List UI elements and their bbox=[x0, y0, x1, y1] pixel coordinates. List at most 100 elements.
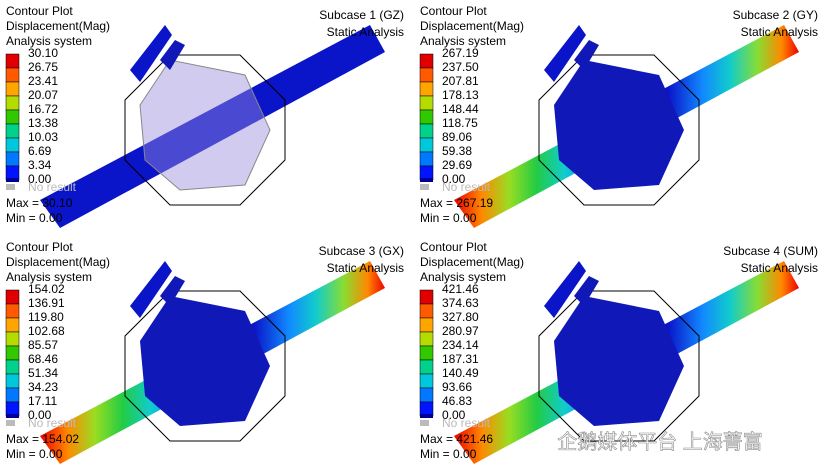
legend-swatch bbox=[5, 345, 20, 361]
legend-swatch bbox=[5, 373, 20, 389]
legend-swatch bbox=[419, 109, 434, 125]
legend-value: 280.97 bbox=[442, 324, 479, 338]
legend-swatch bbox=[419, 67, 434, 83]
legend-swatch bbox=[419, 359, 434, 375]
max-label: Max = 154.02 bbox=[6, 432, 79, 446]
legend-swatch bbox=[5, 123, 20, 139]
legend-swatch bbox=[419, 373, 434, 389]
solar-panel bbox=[40, 25, 385, 228]
legend-value: 207.81 bbox=[442, 74, 479, 88]
header-line: Displacement(Mag) bbox=[420, 255, 524, 269]
legend-value: 26.75 bbox=[28, 60, 58, 74]
legend-value: 154.02 bbox=[28, 282, 65, 296]
legend-value: 13.38 bbox=[28, 116, 58, 130]
no-result-label: No result bbox=[442, 180, 491, 194]
subcase-label: Subcase 2 (GY) bbox=[733, 8, 818, 22]
legend-swatch bbox=[419, 81, 434, 97]
antenna-mast bbox=[574, 276, 599, 306]
watermark: 企鹅媒体平台 上海菁富 bbox=[557, 430, 763, 453]
antenna-mast bbox=[160, 40, 185, 70]
subcase-label: Subcase 3 (GX) bbox=[319, 244, 404, 258]
legend-value: 68.46 bbox=[28, 352, 58, 366]
model-view bbox=[454, 261, 799, 464]
legend-swatch bbox=[419, 387, 434, 403]
analysis-label: Static Analysis bbox=[741, 25, 818, 39]
legend-value: 85.57 bbox=[28, 338, 58, 352]
subcase-label: Subcase 1 (GZ) bbox=[319, 8, 404, 22]
header-line: Analysis system bbox=[6, 270, 92, 284]
legend-swatch bbox=[419, 401, 434, 417]
max-label: Max = 30.10 bbox=[6, 196, 73, 210]
body bbox=[554, 60, 684, 190]
legend-swatch bbox=[5, 387, 20, 403]
legend-value: 0.00 bbox=[28, 172, 52, 186]
legend-swatch bbox=[5, 151, 20, 167]
header-line: Displacement(Mag) bbox=[6, 19, 110, 33]
legend-swatch bbox=[5, 109, 20, 125]
header-line: Contour Plot bbox=[6, 4, 73, 18]
legend-swatch bbox=[419, 331, 434, 347]
legend-swatch bbox=[6, 178, 19, 182]
legend-swatch bbox=[5, 359, 20, 375]
header-line: Displacement(Mag) bbox=[6, 255, 110, 269]
no-result-label: No result bbox=[442, 416, 491, 430]
legend-value: 20.07 bbox=[28, 88, 58, 102]
model-view bbox=[40, 25, 385, 228]
legend-value: 421.46 bbox=[442, 282, 479, 296]
antenna-mast bbox=[160, 276, 185, 306]
antenna bbox=[544, 25, 586, 82]
legend-swatch bbox=[419, 95, 434, 111]
body bbox=[140, 296, 270, 426]
header-line: Analysis system bbox=[420, 270, 506, 284]
legend-value: 0.00 bbox=[28, 408, 52, 422]
legend-value: 30.10 bbox=[28, 46, 58, 60]
frame bbox=[538, 290, 700, 442]
header-line: Contour Plot bbox=[420, 240, 487, 254]
no-result-swatch bbox=[6, 184, 15, 190]
legend-swatch bbox=[419, 345, 434, 361]
legend-swatch bbox=[5, 81, 20, 97]
body bbox=[139, 59, 271, 191]
no-result-label: No result bbox=[28, 416, 77, 430]
legend-swatch bbox=[419, 165, 434, 181]
legend-value: 187.31 bbox=[442, 352, 479, 366]
legend-swatch bbox=[420, 414, 433, 418]
legend-swatch bbox=[419, 317, 434, 333]
legend-swatch bbox=[5, 303, 20, 319]
model-view bbox=[40, 261, 385, 464]
legend-value: 10.03 bbox=[28, 130, 58, 144]
antenna bbox=[130, 25, 172, 82]
legend-value: 234.14 bbox=[442, 338, 479, 352]
legend-value: 374.63 bbox=[442, 296, 479, 310]
legend-swatch bbox=[419, 151, 434, 167]
analysis-label: Static Analysis bbox=[327, 25, 404, 39]
min-label: Min = 0.00 bbox=[6, 447, 63, 461]
legend-swatch bbox=[419, 123, 434, 139]
legend-value: 140.49 bbox=[442, 366, 479, 380]
legend-value: 34.23 bbox=[28, 380, 58, 394]
min-label: Min = 0.00 bbox=[420, 447, 477, 461]
legend-swatch bbox=[419, 137, 434, 153]
header-line: Displacement(Mag) bbox=[420, 19, 524, 33]
legend-value: 0.00 bbox=[442, 172, 466, 186]
legend-swatch bbox=[419, 53, 434, 69]
subcase-label: Subcase 4 (SUM) bbox=[723, 244, 818, 258]
header-line: Contour Plot bbox=[6, 240, 73, 254]
legend-value: 93.66 bbox=[442, 380, 472, 394]
no-result-swatch bbox=[420, 184, 429, 190]
legend-swatch bbox=[5, 95, 20, 111]
legend-swatch bbox=[5, 53, 20, 69]
legend-value: 267.19 bbox=[442, 46, 479, 60]
legend-value: 327.80 bbox=[442, 310, 479, 324]
legend-swatch bbox=[5, 137, 20, 153]
legend-value: 118.75 bbox=[442, 116, 478, 130]
legend-value: 6.69 bbox=[28, 144, 52, 158]
legend-value: 237.50 bbox=[442, 60, 479, 74]
legend-value: 3.34 bbox=[28, 158, 52, 172]
antenna bbox=[544, 261, 586, 318]
legend-value: 136.91 bbox=[28, 296, 65, 310]
